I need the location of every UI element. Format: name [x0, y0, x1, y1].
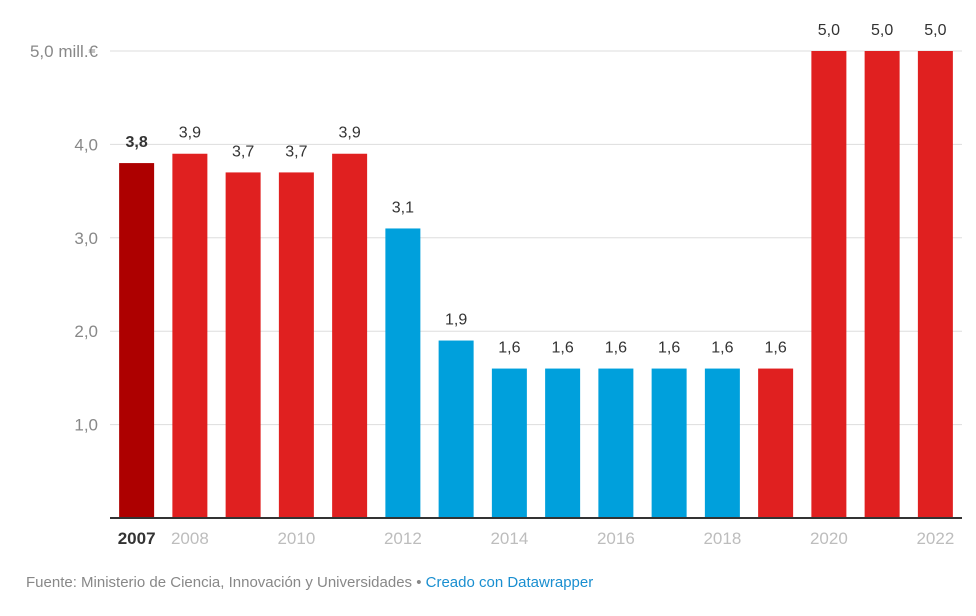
y-axis: 1,0 2,0 3,0 4,0 5,0 mill.€ [30, 42, 99, 435]
data-label: 5,0 [924, 22, 946, 39]
bar-2022[interactable] [917, 51, 953, 518]
x-tick-label: 2020 [810, 529, 848, 548]
data-label: 3,7 [232, 143, 254, 160]
bars [119, 51, 953, 519]
bar-2010[interactable] [278, 172, 314, 519]
y-tick-label: 1,0 [74, 416, 98, 435]
bar-2009[interactable] [225, 172, 261, 519]
data-label: 3,9 [179, 125, 201, 142]
y-tick-label: 2,0 [74, 322, 98, 341]
bar-2011[interactable] [332, 153, 368, 519]
bar-2016[interactable] [598, 368, 634, 518]
bar-2020[interactable] [811, 51, 847, 518]
bar-2018[interactable] [704, 368, 740, 518]
bar-chart: 1,02,03,04,05,0 mill.€ 3,83,93,7 3,73,93,… [30, 22, 962, 548]
footer: Fuente: Ministerio de Ciencia, Innovació… [26, 574, 593, 591]
x-tick-label: 2016 [597, 529, 635, 548]
x-tick-label: 2010 [277, 529, 315, 548]
x-tick-label: 2014 [490, 529, 528, 548]
data-label: 1,6 [658, 340, 680, 357]
bar-2021[interactable] [864, 51, 900, 518]
x-tick-label: 2007 [118, 529, 156, 548]
y-tick-label: 4,0 [74, 135, 98, 154]
y-tick-label: 5,0 mill.€ [30, 42, 99, 61]
source-text: Fuente: Ministerio de Ciencia, Innovació… [26, 574, 413, 591]
bar-2017[interactable] [651, 368, 687, 518]
data-label: 1,9 [445, 312, 467, 329]
data-label: 3,7 [285, 143, 307, 160]
x-tick-label: 2008 [171, 529, 209, 548]
bar-2015[interactable] [545, 368, 581, 518]
data-labels: 3,8 3,9 3,7 3,7 3,9 3,1 1,9 1,6 1,6 1,6 1,6 1,6 1,6 5… [126, 22, 947, 357]
x-axis: 2007 2008 2010 2012 2014 2016 2018 2020 2022 [118, 529, 955, 548]
bar-2007[interactable] [119, 163, 155, 518]
data-label: 3,1 [392, 199, 414, 216]
data-label: 1,6 [711, 340, 733, 357]
data-label: 3,9 [339, 125, 361, 142]
data-label: 5,0 [871, 22, 893, 39]
y-tick-label: 3,0 [74, 229, 98, 248]
x-tick-label: 2022 [916, 529, 954, 548]
bar-2008[interactable] [172, 153, 208, 519]
separator: • [412, 574, 426, 591]
datawrapper-credit-link[interactable]: Creado con Datawrapper [425, 574, 594, 591]
bar-2012[interactable] [385, 228, 421, 518]
data-label: 1,6 [765, 340, 787, 357]
data-label: 1,6 [605, 340, 627, 357]
bar-2019[interactable] [758, 368, 794, 518]
data-label: 1,6 [498, 340, 520, 357]
data-label: 5,0 [818, 22, 840, 39]
bar-2013[interactable] [438, 340, 474, 518]
bar-2014[interactable] [491, 368, 527, 518]
data-label: 1,6 [552, 340, 574, 357]
x-tick-label: 2012 [384, 529, 422, 548]
data-label: 3,8 [126, 134, 148, 151]
x-tick-label: 2018 [703, 529, 741, 548]
